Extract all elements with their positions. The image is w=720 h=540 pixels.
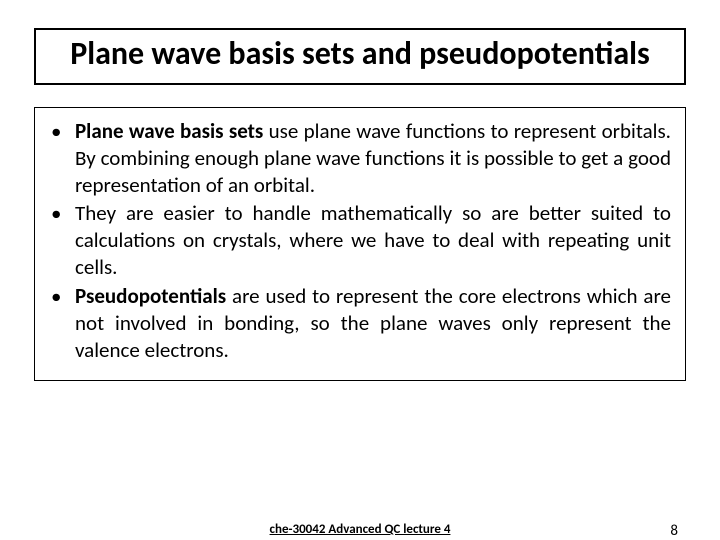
bullet-text: Plane wave basis sets use plane wave fun… xyxy=(75,118,671,199)
page-number: 8 xyxy=(670,522,678,540)
body-box: • Plane wave basis sets use plane wave f… xyxy=(34,107,686,381)
bullet-icon: • xyxy=(49,200,75,227)
bullet-icon: • xyxy=(49,118,75,145)
bullet-text: They are easier to handle mathematically… xyxy=(75,200,671,281)
bullet-lead: Pseudopotentials xyxy=(75,283,226,309)
bullet-lead: Plane wave basis sets xyxy=(75,118,263,144)
footer-course-label: che-30042 Advanced QC lecture 4 xyxy=(270,522,451,537)
list-item: • They are easier to handle mathematical… xyxy=(49,200,671,281)
title-box: Plane wave basis sets and pseudopotentia… xyxy=(34,28,686,85)
bullet-icon: • xyxy=(49,283,75,310)
bullet-list: • Plane wave basis sets use plane wave f… xyxy=(49,118,671,364)
bullet-text: Pseudopotentials are used to represent t… xyxy=(75,283,671,364)
slide: Plane wave basis sets and pseudopotentia… xyxy=(0,0,720,540)
list-item: • Pseudopotentials are used to represent… xyxy=(49,283,671,364)
slide-title: Plane wave basis sets and pseudopotentia… xyxy=(46,36,674,73)
bullet-rest: They are easier to handle mathematically… xyxy=(75,200,671,280)
list-item: • Plane wave basis sets use plane wave f… xyxy=(49,118,671,199)
